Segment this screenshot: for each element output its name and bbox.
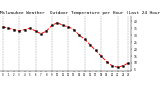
Text: Milwaukee Weather  Outdoor Temperature per Hour (Last 24 Hours): Milwaukee Weather Outdoor Temperature pe…: [0, 11, 160, 15]
